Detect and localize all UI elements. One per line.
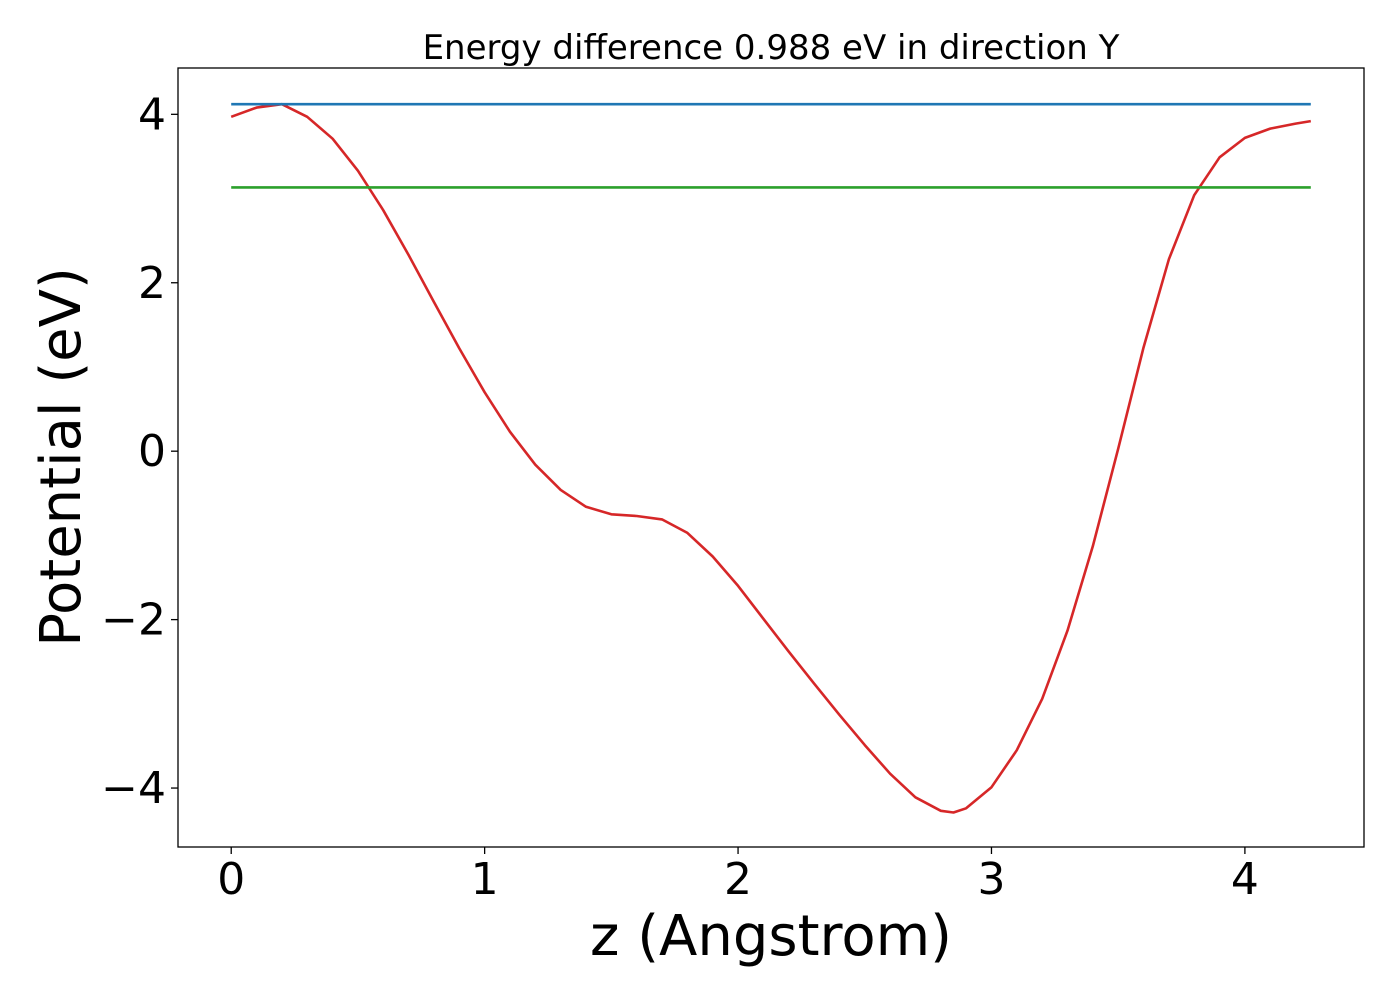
chart-title: Energy difference 0.988 eV in direction … <box>423 28 1120 68</box>
x-tick-label: 3 <box>977 854 1005 905</box>
y-axis-ticks: −4 −2 0 2 4 <box>101 89 178 814</box>
series-potential <box>230 102 1312 814</box>
plot-frame <box>177 67 1365 848</box>
y-tick-label: −4 <box>101 763 166 814</box>
x-axis-label: z (Angstrom) <box>590 904 952 969</box>
x-axis-ticks: 0 1 2 3 4 <box>217 847 1259 905</box>
x-tick-label: 4 <box>1231 854 1259 905</box>
y-tick-label: −2 <box>101 595 166 646</box>
plot-lines <box>230 102 1312 814</box>
x-tick-label: 0 <box>217 854 245 905</box>
y-tick-label: 4 <box>138 89 166 140</box>
y-tick-label: 0 <box>138 426 166 477</box>
x-tick-label: 1 <box>471 854 499 905</box>
y-axis-label: Potential (eV) <box>29 267 94 647</box>
y-tick-label: 2 <box>138 258 166 309</box>
x-tick-label: 2 <box>724 854 752 905</box>
